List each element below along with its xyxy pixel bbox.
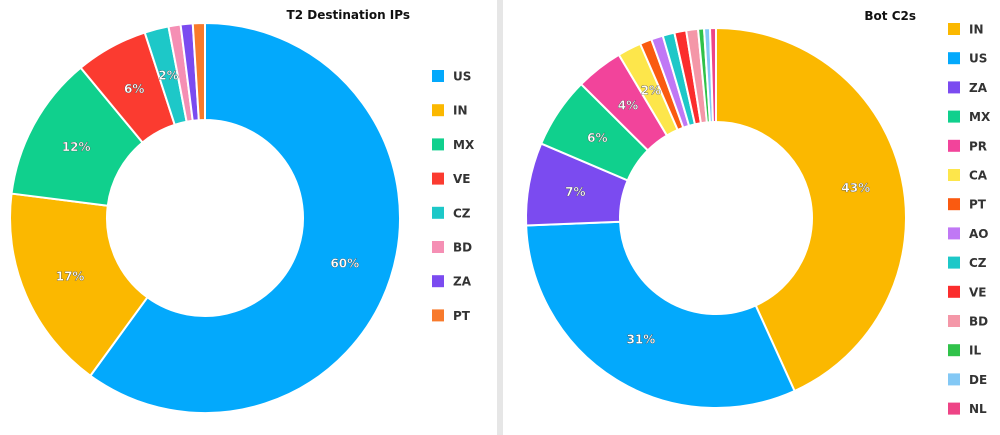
slice-in[interactable] (715, 26, 908, 393)
legend-swatch-us (948, 52, 960, 65)
legend-label-za[interactable]: ZA (453, 275, 472, 289)
legend-swatch-mx (432, 138, 444, 151)
bot-c2s-panel: Bot C2s 43% 31% 7% 6% 4% 2% IN US ZA MX PR CA PT AO CZ V… (503, 0, 1000, 435)
legend-label-mx[interactable]: MX (969, 110, 991, 124)
panel-divider (497, 0, 503, 435)
bot-c2s-chart: Bot C2s 43% 31% 7% 6% 4%2% IN US ZA MX PR CA PT AO CZ V… (525, 9, 991, 416)
legend-swatch-in (948, 23, 960, 35)
legend-swatch-ca (948, 169, 960, 181)
legend-label-de[interactable]: DE (969, 373, 987, 387)
legend-label-cz[interactable]: CZ (453, 206, 471, 220)
legend-swatch-us (432, 70, 444, 82)
chart-title: Bot C2s (864, 9, 916, 23)
legend-swatch-ao (948, 227, 960, 240)
data-label-za: 7% (565, 185, 585, 199)
legend-swatch-za (432, 275, 444, 288)
legend-swatch-de (948, 373, 960, 386)
legend-label-za[interactable]: ZA (969, 81, 988, 95)
data-label-in: 17% (56, 269, 85, 283)
legend-swatch-pr (948, 139, 960, 152)
legend-swatch-ve (948, 285, 960, 298)
data-label-mx: 6% (587, 131, 607, 145)
legend-swatch-in (432, 104, 444, 117)
legend-label-ao[interactable]: AO (969, 227, 989, 241)
legend-swatch-pt (432, 309, 444, 322)
legend-label-pr[interactable]: PR (969, 139, 987, 153)
legend-label-cz[interactable]: CZ (969, 256, 987, 270)
legend-swatch-ve (432, 172, 444, 185)
legend-swatch-bd (948, 315, 960, 327)
slice-us[interactable] (525, 220, 796, 409)
legend-swatch-za (948, 81, 960, 94)
slice-nl[interactable] (708, 26, 717, 124)
chart-title: T2 Destination IPs (287, 8, 410, 22)
legend-swatch-bd (432, 241, 444, 253)
slice-pt[interactable] (191, 21, 206, 122)
legend-swatch-nl (948, 402, 960, 415)
legend-label-ca[interactable]: CA (969, 169, 988, 183)
data-label-ca: 2% (641, 84, 661, 98)
legend-label-in[interactable]: IN (453, 104, 468, 118)
data-label-ve: 6% (124, 82, 144, 96)
legend-swatch-cz (948, 256, 960, 269)
t2-destination-ips-panel: T2 Destination IPs 60% 17% 12% 6% 2% US IN MX VE C… (0, 0, 497, 435)
t2-destination-ips-chart: T2 Destination IPs 60% 17% 12% 6% 2% US IN MX VE C… (9, 8, 475, 414)
data-label-us: 60% (330, 256, 359, 270)
legend-label-nl[interactable]: NL (969, 402, 987, 416)
data-label-us: 31% (627, 333, 656, 347)
legend-label-ve[interactable]: VE (453, 172, 470, 186)
legend-swatch-pt (948, 198, 960, 211)
legend-label-in[interactable]: IN (969, 23, 984, 37)
legend-label-mx[interactable]: MX (453, 138, 475, 152)
legend-swatch-mx (948, 110, 960, 123)
legend-label-il[interactable]: IL (969, 344, 981, 358)
legend-label-us[interactable]: US (969, 52, 987, 66)
data-label-pr: 4% (618, 98, 638, 112)
legend-swatch-cz (432, 206, 444, 219)
legend-label-ve[interactable]: VE (969, 285, 986, 299)
legend-swatch-il (948, 344, 960, 357)
slice-us[interactable] (88, 21, 401, 414)
data-label-in: 43% (841, 181, 870, 195)
legend-label-bd[interactable]: BD (453, 241, 472, 255)
legend-label-us[interactable]: US (453, 70, 471, 84)
data-label-mx: 12% (62, 140, 91, 154)
legend-label-bd[interactable]: BD (969, 315, 988, 329)
legend-label-pt[interactable]: PT (969, 198, 987, 212)
slice-in[interactable] (9, 192, 149, 378)
legend-label-pt[interactable]: PT (453, 309, 471, 323)
data-label-cz: 2% (158, 69, 178, 83)
